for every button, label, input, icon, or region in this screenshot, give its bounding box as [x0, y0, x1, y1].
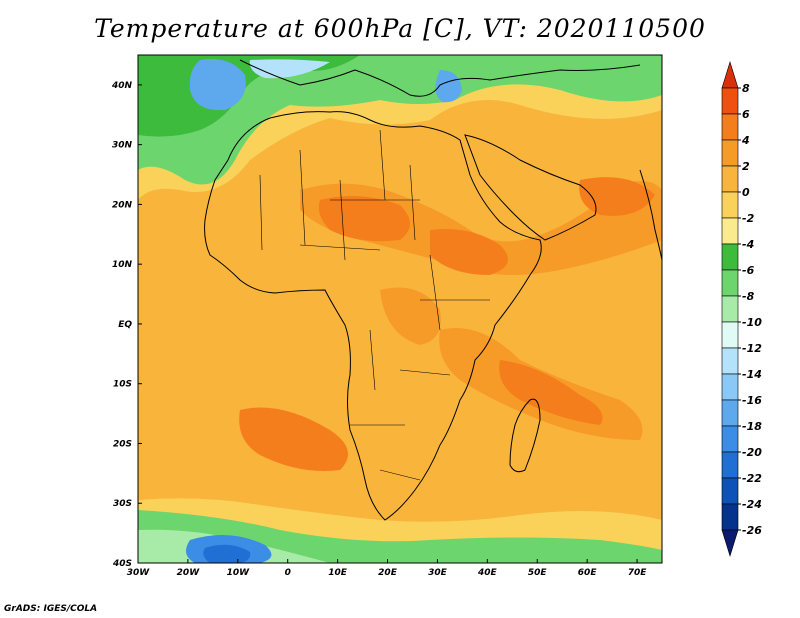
colorbar-swatch: [721, 295, 739, 323]
credit-label: GrADS: IGES/COLA: [4, 604, 98, 614]
y-axis: 40N 30N 20N 10N EQ 10S 20S 30S 40S: [111, 81, 142, 569]
y-tick-label: 40S: [112, 559, 132, 569]
x-tick-label: 30E: [428, 568, 448, 578]
warm-core-mozambique-channel: [499, 360, 603, 425]
x-tick-label: 10E: [328, 568, 348, 578]
colorbar-label: -18: [742, 420, 762, 433]
colorbar-label: -20: [742, 446, 762, 459]
colorbar-swatch: [721, 243, 739, 271]
colorbar-swatch: [721, 373, 739, 401]
colorbar-swatch: [721, 321, 739, 349]
colorbar-label: -14: [742, 368, 762, 381]
warm-core-congo: [380, 287, 441, 345]
madagascar-coastline: [509, 398, 541, 473]
y-tick-label: 20S: [113, 439, 132, 449]
colorbar-label: 6: [742, 108, 750, 121]
colorbar-label: 0: [742, 186, 750, 199]
colorbar-label: -24: [742, 498, 762, 511]
y-tick-label: EQ: [118, 320, 132, 330]
colorbar-label: 8: [742, 82, 750, 95]
colorbar-label: -22: [742, 472, 762, 485]
x-tick-label: 20E: [378, 568, 398, 578]
x-axis: 30W 20W 10W 0 10E 20E 30E 40E 50E 60E 70E: [127, 559, 647, 578]
x-tick-label: 30W: [127, 568, 151, 578]
x-tick-label: 50E: [528, 568, 548, 578]
colorbar-swatch: [721, 503, 739, 531]
cold-pool-northwest: [189, 59, 246, 111]
europe-coastline: [239, 59, 641, 97]
colorbar-swatch: [721, 399, 739, 427]
colorbar-swatch: [721, 477, 739, 505]
colorbar-label: -8: [742, 290, 755, 303]
y-tick-label: 20N: [112, 200, 133, 210]
warm-core-south-atlantic: [239, 407, 348, 471]
cold-pool-aegean: [435, 70, 462, 103]
colorbar-swatch: [721, 165, 739, 193]
africa-coastline: [204, 111, 542, 521]
colorbar-label: -26: [742, 524, 762, 537]
colorbar-label: -12: [742, 342, 762, 355]
colorbar-swatch: [721, 191, 739, 219]
cold-core-southwest: [203, 544, 251, 563]
india-coastline: [639, 169, 662, 261]
x-tick-label: 10W: [227, 568, 251, 578]
y-tick-label: 30N: [112, 141, 133, 151]
coastlines: [204, 59, 662, 521]
colorbar-swatch: [721, 113, 739, 141]
colorbar-swatch: [721, 60, 739, 89]
y-tick-label: 10S: [113, 380, 132, 390]
colorbar: 8 6 4 2 0 -2 -4 -6 -8 -10 -12 -14 -16 -18 -20 -22 -24 -26: [721, 60, 762, 558]
colorbar-swatch: [721, 139, 739, 167]
y-tick-label: 10N: [112, 260, 133, 270]
country-borders: [259, 129, 490, 481]
colorbar-swatch: [721, 87, 739, 115]
colorbar-swatch: [721, 451, 739, 479]
warm-core-ethiopia: [430, 229, 508, 275]
x-tick-label: 20W: [177, 568, 201, 578]
colorbar-swatch: [721, 529, 739, 558]
colorbar-label: -2: [742, 212, 755, 225]
colorbar-label: -4: [742, 238, 754, 251]
colorbar-swatch: [721, 347, 739, 375]
x-tick-label: 40E: [477, 568, 498, 578]
temperature-field: [138, 55, 662, 563]
map-title: Temperature at 600hPa [C], VT: 202011050…: [94, 14, 706, 43]
x-tick-label: 70E: [628, 568, 648, 578]
colorbar-swatch: [721, 269, 739, 297]
colorbar-swatch: [721, 425, 739, 453]
warm-core-arabian-sea: [579, 177, 655, 216]
colorbar-label: -10: [742, 316, 762, 329]
colorbar-label: -6: [742, 264, 755, 277]
cool-green-zone-north: [138, 55, 662, 185]
y-tick-label: 30S: [113, 499, 132, 509]
y-tick-label: 40N: [111, 81, 133, 91]
colorbar-label: -16: [742, 394, 762, 407]
colorbar-label: 2: [742, 160, 750, 173]
x-tick-label: 0: [285, 568, 291, 578]
x-tick-label: 60E: [578, 568, 598, 578]
colorbar-label: 4: [741, 134, 750, 147]
colorbar-swatch: [721, 217, 739, 245]
arabia-coastline: [464, 134, 597, 241]
plot-frame: [137, 54, 663, 564]
